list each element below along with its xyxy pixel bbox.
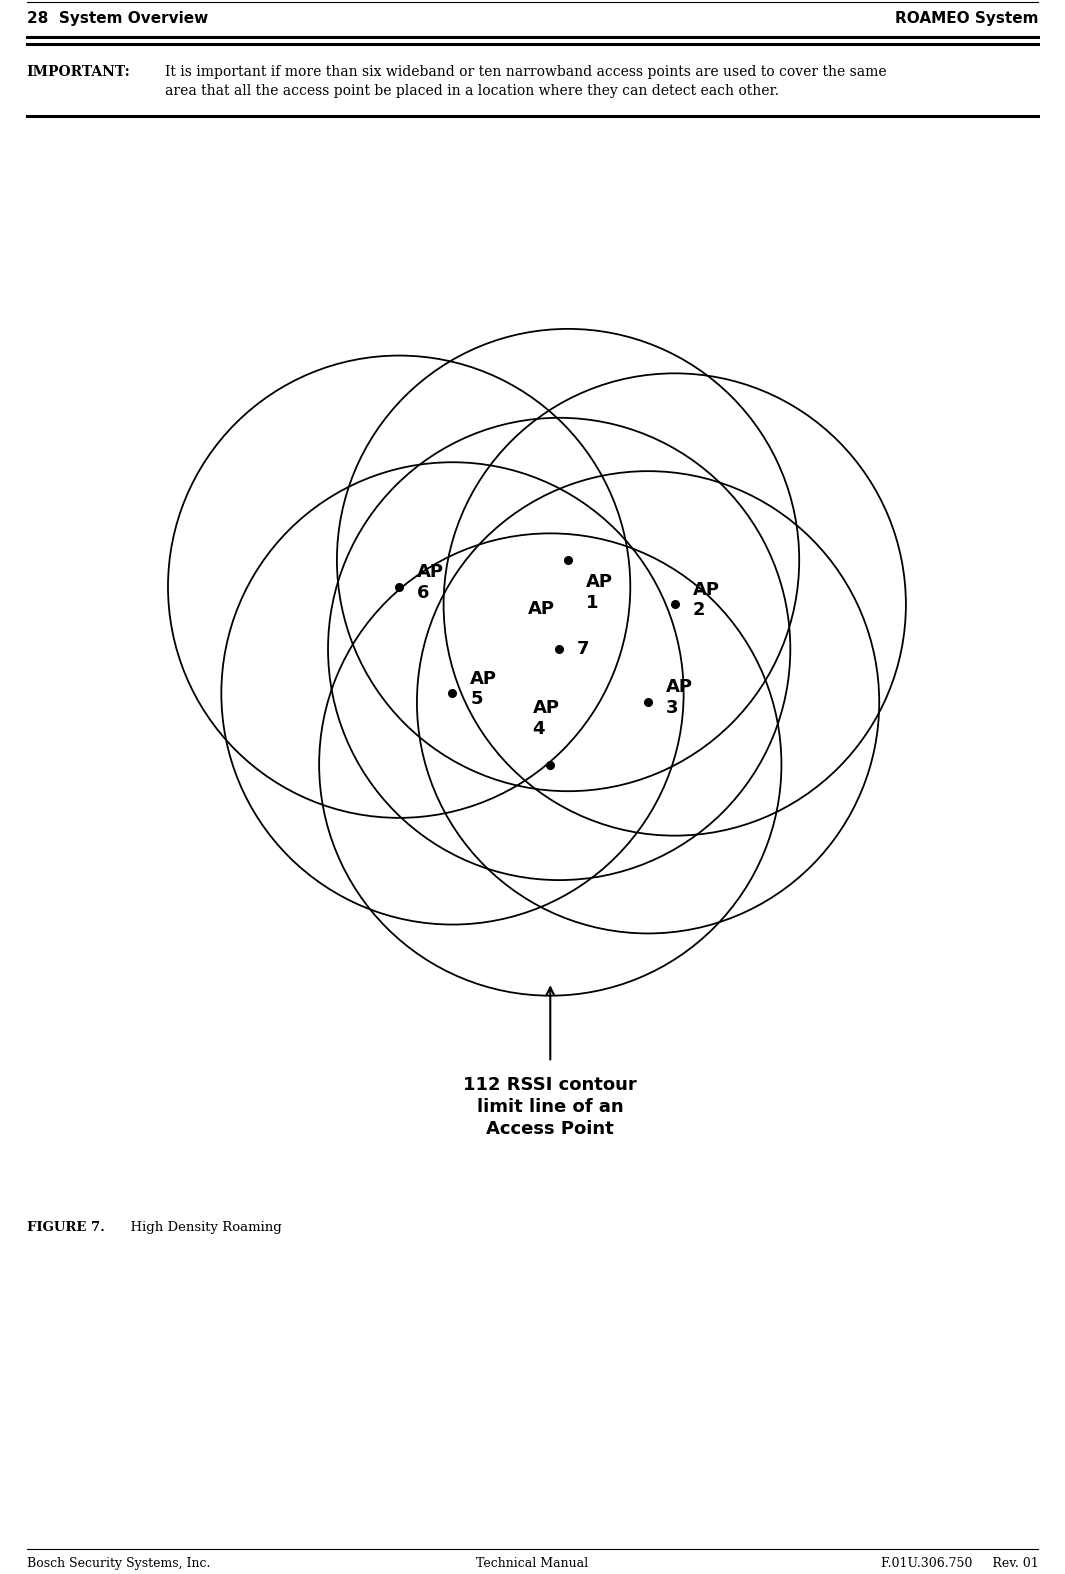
Text: Technical Manual: Technical Manual [476,1557,589,1569]
Text: AP: AP [528,600,555,619]
Text: AP
1: AP 1 [586,573,612,612]
Text: IMPORTANT:: IMPORTANT: [27,65,130,79]
Text: 7: 7 [577,641,589,658]
Text: AP
2: AP 2 [692,581,720,620]
Text: AP
4: AP 4 [532,699,559,738]
Text: AP
3: AP 3 [666,678,693,718]
Text: AP
5: AP 5 [471,669,497,708]
Text: FIGURE 7.: FIGURE 7. [27,1221,104,1234]
Text: F.01U.306.750     Rev. 01: F.01U.306.750 Rev. 01 [881,1557,1038,1569]
Text: High Density Roaming: High Density Roaming [122,1221,282,1234]
Text: Bosch Security Systems, Inc.: Bosch Security Systems, Inc. [27,1557,210,1569]
Text: 112 RSSI contour
limit line of an
Access Point: 112 RSSI contour limit line of an Access… [463,1075,637,1138]
Text: AP
6: AP 6 [416,563,444,601]
Text: It is important if more than six wideband or ten narrowband access points are us: It is important if more than six wideban… [165,65,887,98]
Text: 28  System Overview: 28 System Overview [27,11,208,27]
Text: ROAMEO System: ROAMEO System [895,11,1038,27]
